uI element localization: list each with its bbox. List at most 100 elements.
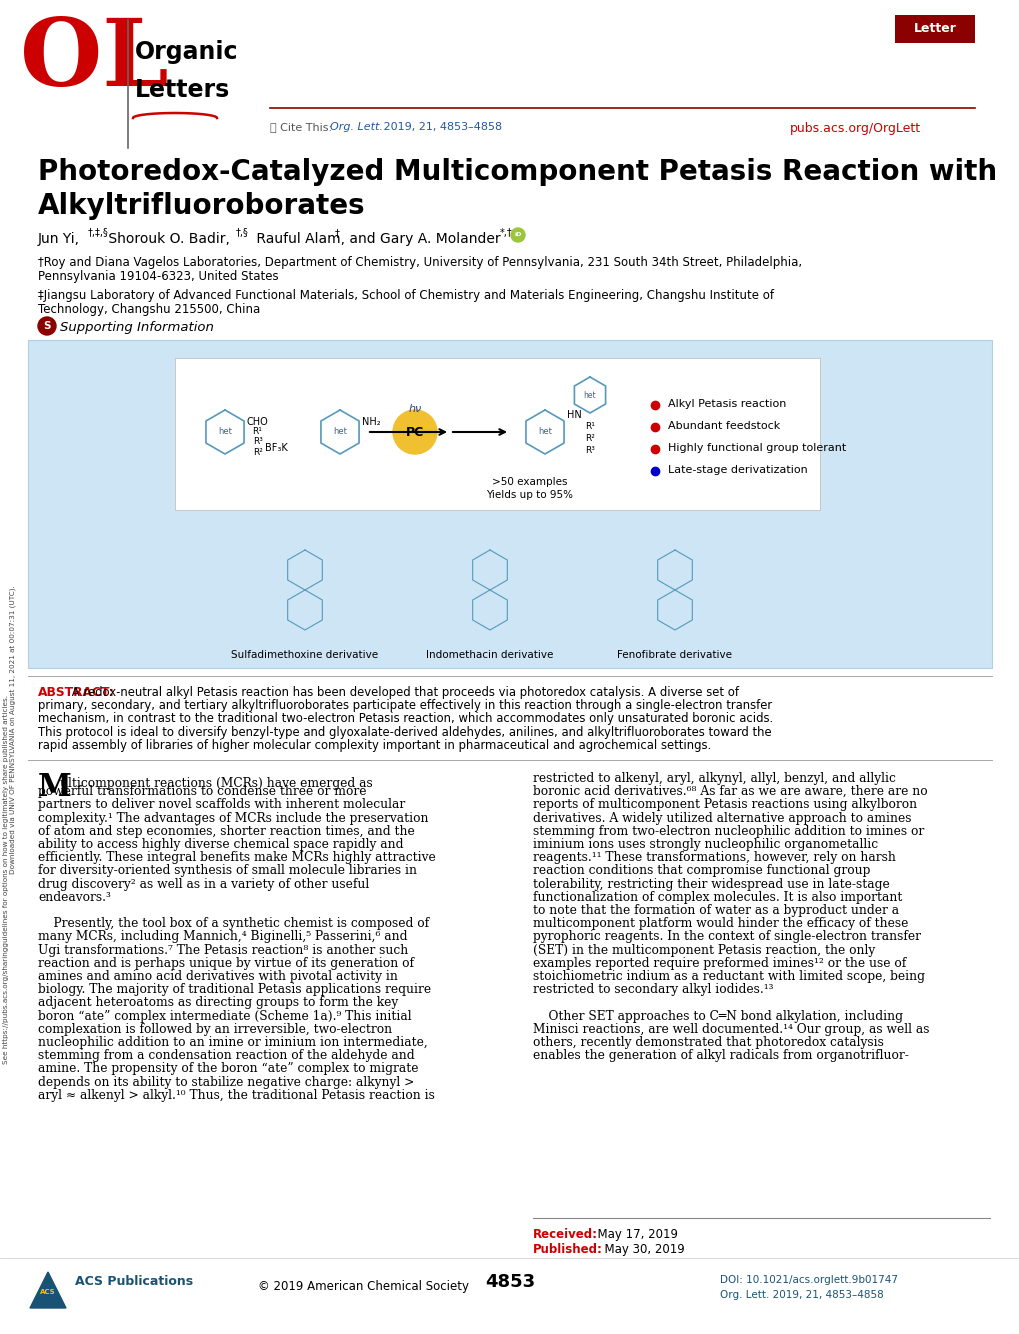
Text: nucleophilic addition to an imine or iminium ion intermediate,: nucleophilic addition to an imine or imi… bbox=[38, 1037, 427, 1049]
Text: Μ: Μ bbox=[38, 772, 71, 803]
Text: many MCRs, including Mannich,⁴ Biginelli,⁵ Passerini,⁶ and: many MCRs, including Mannich,⁴ Biginelli… bbox=[38, 930, 408, 943]
Text: ulticomponent reactions (MCRs) have emerged as: ulticomponent reactions (MCRs) have emer… bbox=[60, 776, 372, 790]
Text: biology. The majority of traditional Petasis applications require: biology. The majority of traditional Pet… bbox=[38, 983, 431, 996]
Text: A redox-neutral alkyl Petasis reaction has been developed that proceeds via phot: A redox-neutral alkyl Petasis reaction h… bbox=[38, 686, 739, 699]
Text: amines and amino acid derivatives with pivotal activity in: amines and amino acid derivatives with p… bbox=[38, 970, 397, 983]
Text: Late-stage derivatization: Late-stage derivatization bbox=[667, 466, 807, 475]
Text: Fenofibrate derivative: Fenofibrate derivative bbox=[616, 650, 732, 660]
Text: amine. The propensity of the boron “ate” complex to migrate: amine. The propensity of the boron “ate”… bbox=[38, 1062, 418, 1075]
Text: derivatives. A widely utilized alternative approach to amines: derivatives. A widely utilized alternati… bbox=[533, 811, 911, 824]
Text: Supporting Information: Supporting Information bbox=[60, 321, 214, 334]
Text: †,§: †,§ bbox=[235, 228, 249, 237]
Text: pubs.acs.org/OrgLett: pubs.acs.org/OrgLett bbox=[790, 121, 920, 135]
Text: het: het bbox=[218, 427, 231, 436]
Text: Abundant feedstock: Abundant feedstock bbox=[667, 422, 780, 431]
Text: (SET) in the multicomponent Petasis reaction, the only: (SET) in the multicomponent Petasis reac… bbox=[533, 943, 874, 956]
Text: 4853: 4853 bbox=[484, 1273, 535, 1291]
Text: © 2019 American Chemical Society: © 2019 American Chemical Society bbox=[258, 1281, 469, 1293]
Text: Received:: Received: bbox=[533, 1229, 597, 1241]
Text: iD: iD bbox=[514, 232, 521, 237]
Polygon shape bbox=[30, 1273, 66, 1309]
Text: Photoredox-Catalyzed Multicomponent Petasis Reaction with: Photoredox-Catalyzed Multicomponent Peta… bbox=[38, 157, 997, 185]
Text: †,‡,§: †,‡,§ bbox=[88, 228, 109, 237]
Text: complexation is followed by an irreversible, two-electron: complexation is followed by an irreversi… bbox=[38, 1023, 391, 1035]
Bar bbox=[894, 15, 974, 43]
Text: adjacent heteroatoms as directing groups to form the key: adjacent heteroatoms as directing groups… bbox=[38, 996, 397, 1010]
Text: boronic acid derivatives.⁶⁸ As far as we are aware, there are no: boronic acid derivatives.⁶⁸ As far as we… bbox=[533, 786, 926, 798]
Text: Technology, Changshu 215500, China: Technology, Changshu 215500, China bbox=[38, 303, 260, 316]
Text: pyrophoric reagents. In the context of single-electron transfer: pyrophoric reagents. In the context of s… bbox=[533, 930, 920, 943]
Bar bbox=[175, 358, 819, 510]
Text: S: S bbox=[43, 321, 51, 331]
Text: HN: HN bbox=[567, 410, 581, 420]
Text: R²: R² bbox=[585, 434, 594, 443]
Text: CHO: CHO bbox=[247, 418, 268, 427]
Text: efficiently. These integral benefits make MCRs highly attractive: efficiently. These integral benefits mak… bbox=[38, 851, 435, 864]
Text: Indomethacin derivative: Indomethacin derivative bbox=[426, 650, 553, 660]
Text: restricted to secondary alkyl iodides.¹³: restricted to secondary alkyl iodides.¹³ bbox=[533, 983, 772, 996]
Text: endeavors.³: endeavors.³ bbox=[38, 891, 111, 904]
Text: ability to access highly diverse chemical space rapidly and: ability to access highly diverse chemica… bbox=[38, 838, 404, 851]
Text: Highly functional group tolerant: Highly functional group tolerant bbox=[667, 443, 846, 454]
Text: tolerability, restricting their widespread use in late-stage: tolerability, restricting their widespre… bbox=[533, 878, 889, 891]
Text: >50 examples: >50 examples bbox=[492, 478, 568, 487]
Text: stoichiometric indium as a reductant with limited scope, being: stoichiometric indium as a reductant wit… bbox=[533, 970, 924, 983]
Text: ABSTRACT:: ABSTRACT: bbox=[38, 686, 115, 699]
Text: reagents.¹¹ These transformations, however, rely on harsh: reagents.¹¹ These transformations, howev… bbox=[533, 851, 895, 864]
Text: Letter: Letter bbox=[913, 23, 956, 36]
Text: DOI: 10.1021/acs.orglett.9b01747: DOI: 10.1021/acs.orglett.9b01747 bbox=[719, 1275, 897, 1285]
Text: Published:: Published: bbox=[533, 1243, 602, 1257]
Text: R¹: R¹ bbox=[252, 427, 262, 436]
Text: reaction and is perhaps unique by virtue of its generation of: reaction and is perhaps unique by virtue… bbox=[38, 956, 414, 970]
Text: drug discovery² as well as in a variety of other useful: drug discovery² as well as in a variety … bbox=[38, 878, 369, 891]
Text: ‡Jiangsu Laboratory of Advanced Functional Materials, School of Chemistry and Ma: ‡Jiangsu Laboratory of Advanced Function… bbox=[38, 289, 773, 301]
Text: Jun Yi,: Jun Yi, bbox=[38, 232, 79, 245]
Text: mechanism, in contrast to the traditional two-electron Petasis reaction, which a: mechanism, in contrast to the traditiona… bbox=[38, 712, 772, 726]
Text: stemming from a condensation reaction of the aldehyde and: stemming from a condensation reaction of… bbox=[38, 1050, 414, 1062]
Text: for diversity-oriented synthesis of small molecule libraries in: for diversity-oriented synthesis of smal… bbox=[38, 864, 417, 878]
Text: Alkyl Petasis reaction: Alkyl Petasis reaction bbox=[667, 399, 786, 410]
Text: restricted to alkenyl, aryl, alkynyl, allyl, benzyl, and allylic: restricted to alkenyl, aryl, alkynyl, al… bbox=[533, 772, 895, 784]
Text: R³: R³ bbox=[253, 438, 263, 446]
Text: primary, secondary, and tertiary alkyltrifluoroborates participate effectively i: primary, secondary, and tertiary alkyltr… bbox=[38, 699, 771, 712]
Text: stemming from two-electron nucleophilic addition to imines or: stemming from two-electron nucleophilic … bbox=[533, 824, 923, 838]
Text: ACS Publications: ACS Publications bbox=[75, 1275, 193, 1289]
Circle shape bbox=[511, 228, 525, 241]
Text: rapid assembly of libraries of higher molecular complexity important in pharmace: rapid assembly of libraries of higher mo… bbox=[38, 739, 710, 752]
Text: Organic: Organic bbox=[135, 40, 238, 64]
Text: het: het bbox=[583, 391, 596, 399]
Text: OL: OL bbox=[20, 15, 168, 105]
Text: Ugi transformations.⁷ The Petasis reaction⁸ is another such: Ugi transformations.⁷ The Petasis reacti… bbox=[38, 943, 408, 956]
Text: reports of multicomponent Petasis reactions using alkylboron: reports of multicomponent Petasis reacti… bbox=[533, 799, 916, 811]
Text: Yields up to 95%: Yields up to 95% bbox=[486, 490, 573, 500]
Text: †: † bbox=[334, 228, 339, 237]
Text: R³: R³ bbox=[585, 446, 594, 455]
Circle shape bbox=[38, 317, 56, 335]
Text: Sulfadimethoxine derivative: Sulfadimethoxine derivative bbox=[231, 650, 378, 660]
Text: of atom and step economies, shorter reaction times, and the: of atom and step economies, shorter reac… bbox=[38, 824, 415, 838]
Text: powerful transformations to condense three or more: powerful transformations to condense thr… bbox=[38, 786, 366, 798]
Text: and Gary A. Molander: and Gary A. Molander bbox=[344, 232, 500, 245]
Text: partners to deliver novel scaffolds with inherent molecular: partners to deliver novel scaffolds with… bbox=[38, 799, 405, 811]
Text: examples reported require preformed imines¹² or the use of: examples reported require preformed imin… bbox=[533, 956, 905, 970]
Text: *,†: *,† bbox=[499, 228, 513, 237]
Text: May 30, 2019: May 30, 2019 bbox=[596, 1243, 684, 1257]
Text: het: het bbox=[538, 427, 551, 436]
Text: R¹: R¹ bbox=[585, 422, 594, 431]
Text: ACS: ACS bbox=[40, 1289, 56, 1295]
Text: See https://pubs.acs.org/sharingguidelines for options on how to legitimately sh: See https://pubs.acs.org/sharingguidelin… bbox=[3, 695, 9, 1065]
Text: functionalization of complex molecules. It is also important: functionalization of complex molecules. … bbox=[533, 891, 902, 904]
Text: PC: PC bbox=[406, 426, 424, 439]
Text: May 17, 2019: May 17, 2019 bbox=[589, 1229, 678, 1241]
Text: reaction conditions that compromise functional group: reaction conditions that compromise func… bbox=[533, 864, 869, 878]
Text: 2019, 21, 4853–4858: 2019, 21, 4853–4858 bbox=[380, 121, 501, 132]
Text: Org. Lett.: Org. Lett. bbox=[330, 121, 382, 132]
Text: ⓘ Cite This:: ⓘ Cite This: bbox=[270, 121, 335, 132]
Text: multicomponent platform would hinder the efficacy of these: multicomponent platform would hinder the… bbox=[533, 918, 908, 930]
Text: Minisci reactions, are well documented.¹⁴ Our group, as well as: Minisci reactions, are well documented.¹… bbox=[533, 1023, 928, 1035]
Text: Pennsylvania 19104-6323, United States: Pennsylvania 19104-6323, United States bbox=[38, 269, 278, 283]
Text: Org. Lett. 2019, 21, 4853–4858: Org. Lett. 2019, 21, 4853–4858 bbox=[719, 1290, 882, 1301]
Bar bbox=[28, 340, 991, 668]
Text: Rauful Alam,: Rauful Alam, bbox=[252, 232, 344, 245]
Text: †Roy and Diana Vagelos Laboratories, Department of Chemistry, University of Penn: †Roy and Diana Vagelos Laboratories, Dep… bbox=[38, 256, 801, 269]
